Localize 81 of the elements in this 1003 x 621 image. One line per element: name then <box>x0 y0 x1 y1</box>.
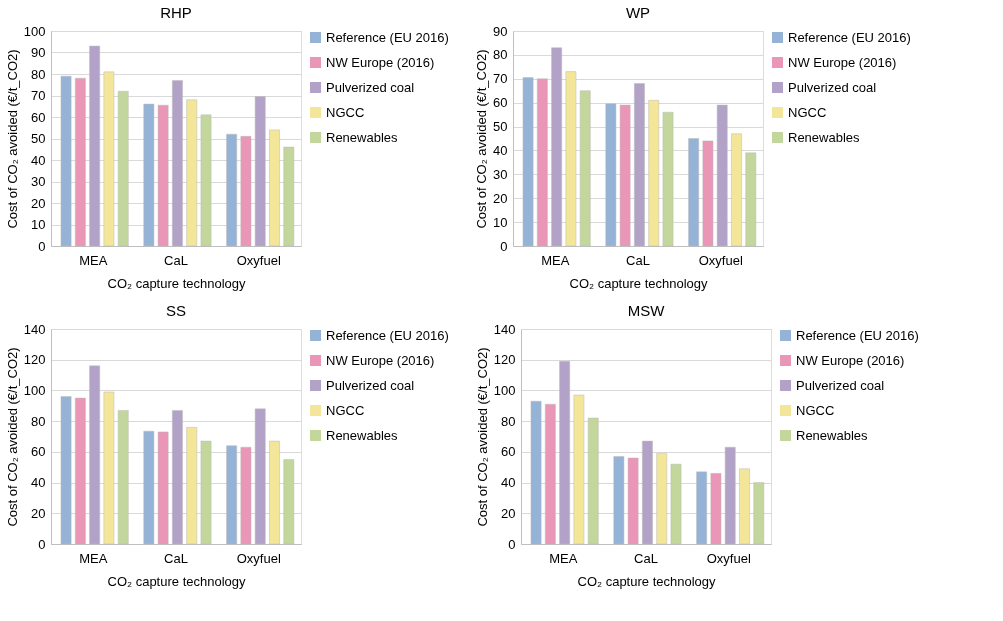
legend-label: NGCC <box>788 104 827 120</box>
x-tick-label: MEA <box>79 550 108 566</box>
legend-label: NGCC <box>326 402 365 418</box>
legend-label: Reference (EU 2016) <box>796 327 919 343</box>
x-tick-label: MEA <box>541 252 570 268</box>
y-tick-label: 140 <box>23 321 46 337</box>
chart-title: SS <box>165 302 187 319</box>
y-tick-label: 40 <box>501 475 516 491</box>
legend-label: Reference (EU 2016) <box>326 327 449 343</box>
y-tick-label: 140 <box>493 321 516 337</box>
y-tick-label: 60 <box>31 444 46 460</box>
y-tick-label: 20 <box>31 505 46 521</box>
y-tick-label: 60 <box>501 444 516 460</box>
y-tick-label: 10 <box>31 217 46 232</box>
chart-title: WP <box>625 4 651 21</box>
y-axis-title: Cost of CO₂ avoided (€/t_CO2) <box>474 49 490 229</box>
x-tick-label: CaL <box>626 252 650 268</box>
chart-title: MSW <box>627 302 666 319</box>
y-tick-label: 120 <box>493 352 516 368</box>
x-tick-label: Oxyfuel <box>236 252 281 268</box>
y-tick-label: 80 <box>501 413 516 429</box>
x-axis-title: CO₂ capture technology <box>577 573 716 589</box>
y-tick-label: 30 <box>493 166 508 182</box>
legend-label: NGCC <box>326 104 365 120</box>
y-tick-label: 100 <box>493 382 516 398</box>
x-axis-title: CO₂ capture technology <box>107 573 246 589</box>
y-tick-label: 80 <box>31 413 46 429</box>
y-tick-label: 10 <box>493 214 508 230</box>
y-axis-title: Cost of CO₂ avoided (€/t_CO2) <box>4 347 20 527</box>
y-tick-label: 20 <box>493 190 508 206</box>
y-tick-label: 40 <box>31 152 46 168</box>
y-tick-label: 90 <box>31 45 46 60</box>
x-tick-label: Oxyfuel <box>698 252 743 268</box>
y-tick-label: 100 <box>23 23 46 39</box>
y-tick-label: 50 <box>493 119 508 135</box>
x-tick-label: CaL <box>164 550 188 566</box>
y-tick-label: 50 <box>31 131 46 146</box>
chart-title: RHP <box>160 4 192 21</box>
y-axis-title: Cost of CO₂ avoided (€/t_CO2) <box>474 347 490 527</box>
x-tick-label: MEA <box>549 550 578 566</box>
x-tick-label: CaL <box>164 252 188 268</box>
y-tick-label: 60 <box>493 95 508 111</box>
legend-label: Reference (EU 2016) <box>326 29 449 45</box>
y-tick-label: 70 <box>493 71 508 87</box>
y-tick-label: 100 <box>23 382 46 398</box>
legend-label: NW Europe (2016) <box>788 54 897 70</box>
y-tick-label: 120 <box>23 352 46 368</box>
x-tick-label: CaL <box>634 550 658 566</box>
y-tick-label: 30 <box>31 174 46 189</box>
y-tick-label: 20 <box>31 195 46 211</box>
legend-label: Pulverized coal <box>796 377 885 393</box>
y-tick-label: 40 <box>493 142 508 158</box>
y-tick-label: 0 <box>500 238 508 254</box>
legend-label: NW Europe (2016) <box>796 352 905 368</box>
x-axis-title: CO₂ capture technology <box>107 275 246 291</box>
legend-label: NW Europe (2016) <box>326 54 435 70</box>
legend-label: Pulverized coal <box>326 377 415 393</box>
y-tick-label: 20 <box>501 505 516 521</box>
legend-label: NW Europe (2016) <box>326 352 435 368</box>
y-tick-label: 0 <box>508 536 516 552</box>
legend-label: Reference (EU 2016) <box>788 29 911 45</box>
y-tick-label: 80 <box>493 47 508 63</box>
y-tick-label: 0 <box>38 238 46 254</box>
y-tick-label: 40 <box>31 475 46 491</box>
y-tick-label: 80 <box>31 66 46 82</box>
legend-label: Pulverized coal <box>326 79 415 95</box>
x-tick-label: Oxyfuel <box>236 550 281 566</box>
x-tick-label: Oxyfuel <box>706 550 751 566</box>
x-axis-title: CO₂ capture technology <box>569 275 708 291</box>
y-tick-label: 60 <box>31 109 46 125</box>
x-tick-label: MEA <box>79 252 108 268</box>
y-tick-label: 0 <box>38 536 46 552</box>
legend-label: Renewables <box>796 427 869 443</box>
y-axis-title: Cost of CO₂ avoided (€/t_CO2) <box>4 49 20 229</box>
legend-label: Pulverized coal <box>788 79 877 95</box>
y-tick-label: 70 <box>31 88 46 103</box>
y-tick-label: 90 <box>493 23 508 39</box>
legend-label: Renewables <box>326 129 399 145</box>
legend-label: Renewables <box>788 129 861 145</box>
legend-label: NGCC <box>796 402 835 418</box>
legend-label: Renewables <box>326 427 399 443</box>
